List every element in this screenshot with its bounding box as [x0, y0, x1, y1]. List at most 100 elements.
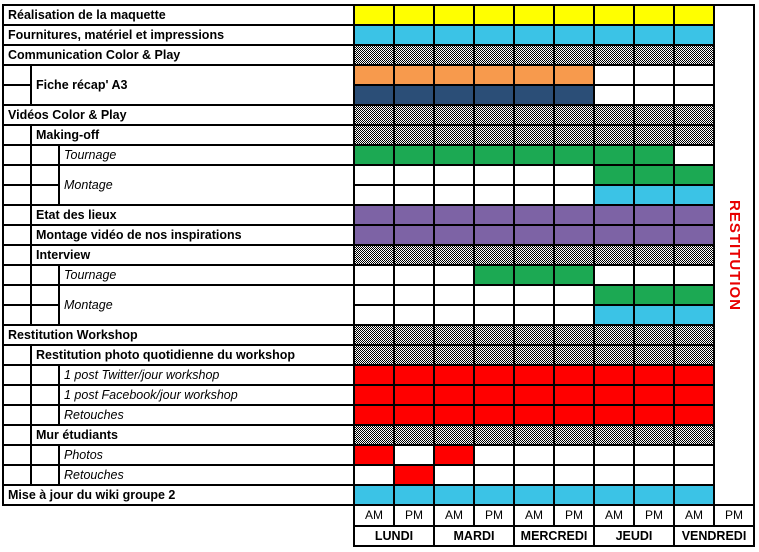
task-label: Making-off — [30, 124, 355, 146]
schedule-cell-hatch — [593, 124, 635, 146]
slot-cell-am: AM — [433, 504, 475, 527]
schedule-cell-green — [553, 264, 595, 286]
schedule-cell-cyan — [593, 24, 635, 46]
task-label: 1 post Facebook/jour workshop — [58, 384, 355, 406]
schedule-cell-hatch — [473, 104, 515, 126]
schedule-cell-purple — [593, 204, 635, 226]
task-row: Réalisation de la maquette RESTITUTION — [2, 4, 755, 506]
schedule-cell-purple — [513, 204, 555, 226]
schedule-cell-purple — [393, 224, 435, 246]
schedule-cell-yellow — [473, 4, 515, 26]
schedule-cell-empty — [553, 464, 595, 486]
schedule-cell-orange — [473, 64, 515, 86]
task-label: Restitution Workshop — [2, 324, 355, 346]
schedule-cell-empty — [353, 184, 395, 206]
task-label: Communication Color & Play — [2, 44, 355, 66]
schedule-cell-yellow — [393, 4, 435, 26]
schedule-cell-cyan — [513, 24, 555, 46]
schedule-cell-hatch — [553, 324, 595, 346]
schedule-cell-hatch — [393, 124, 435, 146]
task-row: Mise à jour du wiki groupe 2 — [2, 484, 754, 506]
task-label: Restitution photo quotidienne du worksho… — [30, 344, 355, 366]
schedule-cell-empty — [393, 284, 435, 306]
schedule-cell-hatch — [513, 104, 555, 126]
schedule-cell-empty — [593, 444, 635, 466]
schedule-cell-hatch — [593, 104, 635, 126]
schedule-cell-purple — [673, 224, 715, 246]
indent-cell — [2, 184, 32, 206]
schedule-cell-hatch — [393, 44, 435, 66]
slot-cell-am: AM — [353, 504, 395, 527]
task-row: Montage — [2, 284, 754, 326]
indent-cell — [2, 364, 32, 386]
task-row: 1 post Facebook/jour workshop — [2, 384, 754, 406]
schedule-cell-red — [673, 384, 715, 406]
schedule-cell-red — [633, 404, 675, 426]
schedule-cell-hatch — [473, 44, 515, 66]
schedule-cell-red — [433, 384, 475, 406]
schedule-cell-empty — [473, 464, 515, 486]
schedule-cell-empty — [353, 464, 395, 486]
task-row — [2, 304, 754, 326]
schedule-cell-cyan — [513, 484, 555, 506]
task-row: Retouches — [2, 404, 754, 426]
day-cell-mardi: MARDI — [433, 525, 515, 547]
indent-cell — [2, 124, 32, 146]
schedule-cell-empty — [433, 284, 475, 306]
schedule-cell-purple — [393, 204, 435, 226]
indent-cell — [30, 444, 60, 466]
indent-cell — [2, 224, 32, 246]
slot-cell-am: AM — [513, 504, 555, 527]
schedule-cell-purple — [353, 224, 395, 246]
schedule-cell-empty — [553, 284, 595, 306]
schedule-cell-hatch — [513, 244, 555, 266]
schedule-cell-empty — [513, 164, 555, 186]
schedule-cell-red — [593, 364, 635, 386]
schedule-cell-hatch — [593, 44, 635, 66]
indent-cell — [2, 384, 32, 406]
planning-body: Réalisation de la maquette RESTITUTION Fou… — [2, 4, 755, 506]
schedule-cell-hatch — [633, 324, 675, 346]
schedule-cell-hatch — [553, 424, 595, 446]
schedule-cell-empty — [353, 164, 395, 186]
schedule-cell-hatch — [433, 44, 475, 66]
task-label: Montage vidéo de nos inspirations — [30, 224, 355, 246]
task-row: Retouches — [2, 464, 754, 486]
schedule-cell-hatch — [353, 424, 395, 446]
schedule-cell-cyan — [393, 484, 435, 506]
schedule-cell-red — [473, 384, 515, 406]
schedule-cell-hatch — [393, 244, 435, 266]
restitution-vertical-label: RESTITUTION — [713, 4, 755, 506]
indent-cell — [2, 84, 32, 106]
schedule-cell-empty — [633, 444, 675, 466]
schedule-cell-empty — [633, 264, 675, 286]
schedule-cell-yellow — [673, 4, 715, 26]
schedule-cell-hatch — [593, 424, 635, 446]
schedule-cell-purple — [553, 204, 595, 226]
schedule-cell-empty — [513, 284, 555, 306]
schedule-cell-hatch — [633, 244, 675, 266]
schedule-cell-green — [513, 144, 555, 166]
task-label: Réalisation de la maquette — [2, 4, 355, 26]
schedule-cell-orange — [353, 64, 395, 86]
schedule-cell-empty — [513, 304, 555, 326]
schedule-cell-empty — [473, 444, 515, 466]
indent-cell — [30, 164, 60, 186]
indent-cell — [30, 464, 60, 486]
schedule-cell-empty — [393, 184, 435, 206]
schedule-cell-hatch — [473, 244, 515, 266]
schedule-cell-empty — [673, 144, 715, 166]
schedule-cell-red — [433, 364, 475, 386]
task-row: Montage vidéo de nos inspirations — [2, 224, 754, 246]
schedule-cell-purple — [433, 224, 475, 246]
planning-table: Réalisation de la maquette RESTITUTION Fou… — [2, 4, 755, 506]
schedule-cell-hatch — [553, 104, 595, 126]
schedule-cell-hatch — [633, 344, 675, 366]
task-label: Tournage — [58, 264, 355, 286]
schedule-cell-hatch — [473, 324, 515, 346]
schedule-cell-red — [513, 404, 555, 426]
schedule-cell-navy — [433, 84, 475, 106]
schedule-cell-red — [393, 384, 435, 406]
schedule-cell-navy — [513, 84, 555, 106]
